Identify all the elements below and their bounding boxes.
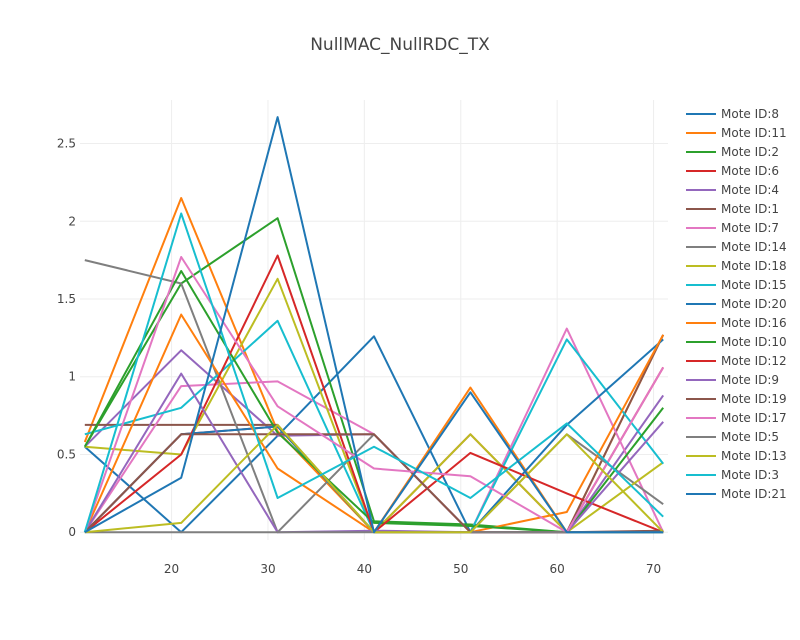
legend-label: Mote ID:4 xyxy=(721,183,779,197)
legend-label: Mote ID:6 xyxy=(721,164,779,178)
legend-label: Mote ID:14 xyxy=(721,240,787,254)
plot-area xyxy=(83,116,665,534)
legend-item[interactable]: Mote ID:7 xyxy=(686,221,779,235)
legend-item[interactable]: Mote ID:19 xyxy=(686,392,787,406)
y-tick-label: 0.5 xyxy=(57,447,76,461)
legend-item[interactable]: Mote ID:16 xyxy=(686,316,787,330)
series-line[interactable] xyxy=(83,212,664,533)
legend-label: Mote ID:2 xyxy=(721,145,779,159)
legend-label: Mote ID:20 xyxy=(721,297,787,311)
legend-item[interactable]: Mote ID:10 xyxy=(686,335,787,349)
legend-item[interactable]: Mote ID:9 xyxy=(686,373,779,387)
legend-label: Mote ID:16 xyxy=(721,316,787,330)
legend-item[interactable]: Mote ID:15 xyxy=(686,278,787,292)
legend-label: Mote ID:10 xyxy=(721,335,787,349)
y-tick-label: 1 xyxy=(68,370,76,384)
legend-item[interactable]: Mote ID:14 xyxy=(686,240,787,254)
x-tick-label: 60 xyxy=(550,562,565,576)
y-tick-label: 0 xyxy=(68,525,76,539)
legend-item[interactable]: Mote ID:21 xyxy=(686,487,787,501)
grid xyxy=(80,100,668,540)
legend-item[interactable]: Mote ID:2 xyxy=(686,145,779,159)
legend-item[interactable]: Mote ID:5 xyxy=(686,430,779,444)
axes: 20 30 40 50 60 70 0 0.5 1 1.5 2 2.5 xyxy=(57,137,661,576)
legend-label: Mote ID:19 xyxy=(721,392,787,406)
legend-label: Mote ID:5 xyxy=(721,430,779,444)
x-tick-label: 20 xyxy=(164,562,179,576)
legend-label: Mote ID:12 xyxy=(721,354,787,368)
series-line[interactable] xyxy=(84,116,664,534)
legend-item[interactable]: Mote ID:13 xyxy=(686,449,787,463)
legend-item[interactable]: Mote ID:17 xyxy=(686,411,787,425)
x-tick-label: 70 xyxy=(646,562,661,576)
legend-item[interactable]: Mote ID:11 xyxy=(686,126,787,140)
legend-label: Mote ID:3 xyxy=(721,468,779,482)
legend-label: Mote ID:7 xyxy=(721,221,779,235)
legend-label: Mote ID:15 xyxy=(721,278,787,292)
y-tick-label: 1.5 xyxy=(57,292,76,306)
legend-item[interactable]: Mote ID:1 xyxy=(686,202,779,216)
legend-item[interactable]: Mote ID:6 xyxy=(686,164,779,178)
legend-item[interactable]: Mote ID:20 xyxy=(686,297,787,311)
legend-label: Mote ID:18 xyxy=(721,259,787,273)
legend-label: Mote ID:1 xyxy=(721,202,779,216)
legend-item[interactable]: Mote ID:8 xyxy=(686,107,779,121)
legend-label: Mote ID:21 xyxy=(721,487,787,501)
x-tick-label: 30 xyxy=(260,562,275,576)
legend-label: Mote ID:11 xyxy=(721,126,787,140)
legend-label: Mote ID:9 xyxy=(721,373,779,387)
legend-item[interactable]: Mote ID:18 xyxy=(686,259,787,273)
legend-label: Mote ID:13 xyxy=(721,449,787,463)
chart-title: NullMAC_NullRDC_TX xyxy=(310,35,490,55)
legend-label: Mote ID:17 xyxy=(721,411,787,425)
x-tick-label: 50 xyxy=(453,562,468,576)
legend[interactable]: Mote ID:8 Mote ID:11 Mote ID:2 Mote ID:6 Mot… xyxy=(686,107,787,501)
legend-item[interactable]: Mote ID:3 xyxy=(686,468,779,482)
legend-item[interactable]: Mote ID:12 xyxy=(686,354,787,368)
y-tick-label: 2.5 xyxy=(57,137,76,151)
y-tick-label: 2 xyxy=(68,214,76,228)
legend-label: Mote ID:8 xyxy=(721,107,779,121)
legend-item[interactable]: Mote ID:4 xyxy=(686,183,779,197)
x-tick-label: 40 xyxy=(357,562,372,576)
